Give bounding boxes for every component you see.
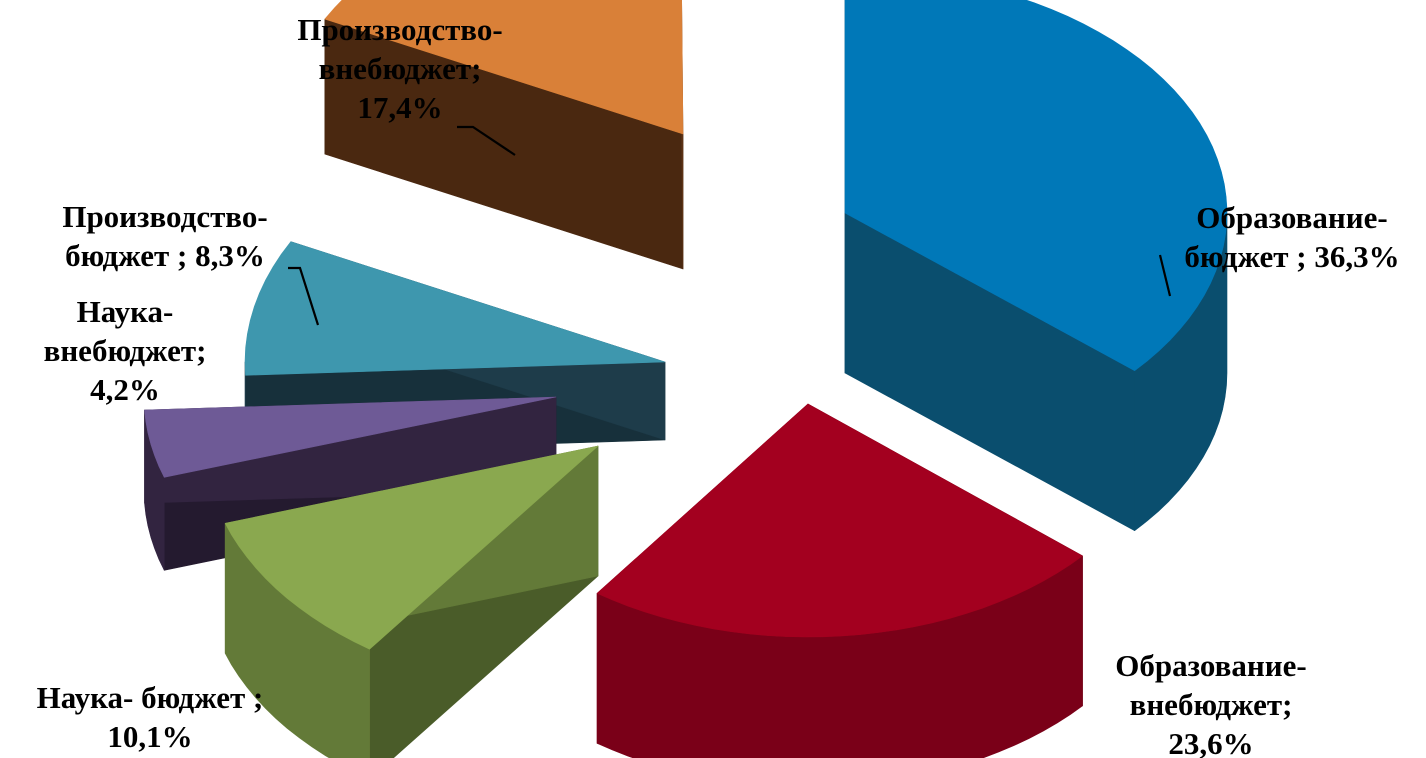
slice-label-line: 10,1% bbox=[107, 719, 192, 754]
slice-top-face bbox=[244, 241, 666, 376]
slice-label-line: 4,2% bbox=[90, 372, 160, 407]
slice-label-line: Производство- bbox=[62, 199, 267, 234]
slice-label-3: Наука- бюджет ; 10,1% bbox=[37, 680, 264, 754]
slice-top-face bbox=[224, 445, 599, 650]
slice-label-line: внебюджет; bbox=[44, 333, 207, 368]
slice-2 bbox=[596, 403, 1083, 758]
slice-label-line: 23,6% bbox=[1168, 726, 1253, 758]
slice-label-line: 17,4% bbox=[357, 90, 442, 125]
slice-top-face bbox=[144, 396, 557, 478]
slice-label-line: Производство- bbox=[297, 12, 502, 47]
slice-label-2: Образование-внебюджет; 23,6% bbox=[1115, 648, 1306, 758]
slice-label-6: Производство-внебюджет; 17,4% bbox=[297, 12, 502, 125]
slice-top-face bbox=[324, 0, 684, 135]
slice-label-4: Наука-внебюджет; 4,2% bbox=[44, 294, 207, 407]
slice-1 bbox=[844, 0, 1228, 532]
slice-label-line: внебюджет; bbox=[1130, 687, 1293, 722]
slice-label-line: Образование- bbox=[1196, 200, 1387, 235]
slice-labels: Образование-бюджет ; 36,3%Образование-вн… bbox=[37, 12, 1400, 758]
slice-6 bbox=[324, 0, 684, 270]
leader-line-6 bbox=[457, 125, 516, 156]
slice-label-line: Наука- bbox=[77, 294, 174, 329]
slice-label-line: Образование- bbox=[1115, 648, 1306, 683]
slice-top-face bbox=[844, 0, 1228, 372]
slice-3 bbox=[224, 445, 599, 758]
slice-label-5: Производство-бюджет ; 8,3% bbox=[62, 199, 267, 273]
slice-label-line: Наука- бюджет ; bbox=[37, 680, 264, 715]
slice-label-line: бюджет ; 8,3% bbox=[65, 238, 265, 273]
slice-label-line: бюджет ; 36,3% bbox=[1184, 239, 1399, 274]
slice-top-face bbox=[596, 403, 1083, 638]
pie-slices bbox=[144, 0, 1228, 758]
leader-line-5 bbox=[288, 266, 320, 326]
slice-label-line: внебюджет; bbox=[319, 51, 482, 86]
leader-line-1 bbox=[1158, 254, 1172, 297]
slice-label-1: Образование-бюджет ; 36,3% bbox=[1184, 200, 1399, 274]
